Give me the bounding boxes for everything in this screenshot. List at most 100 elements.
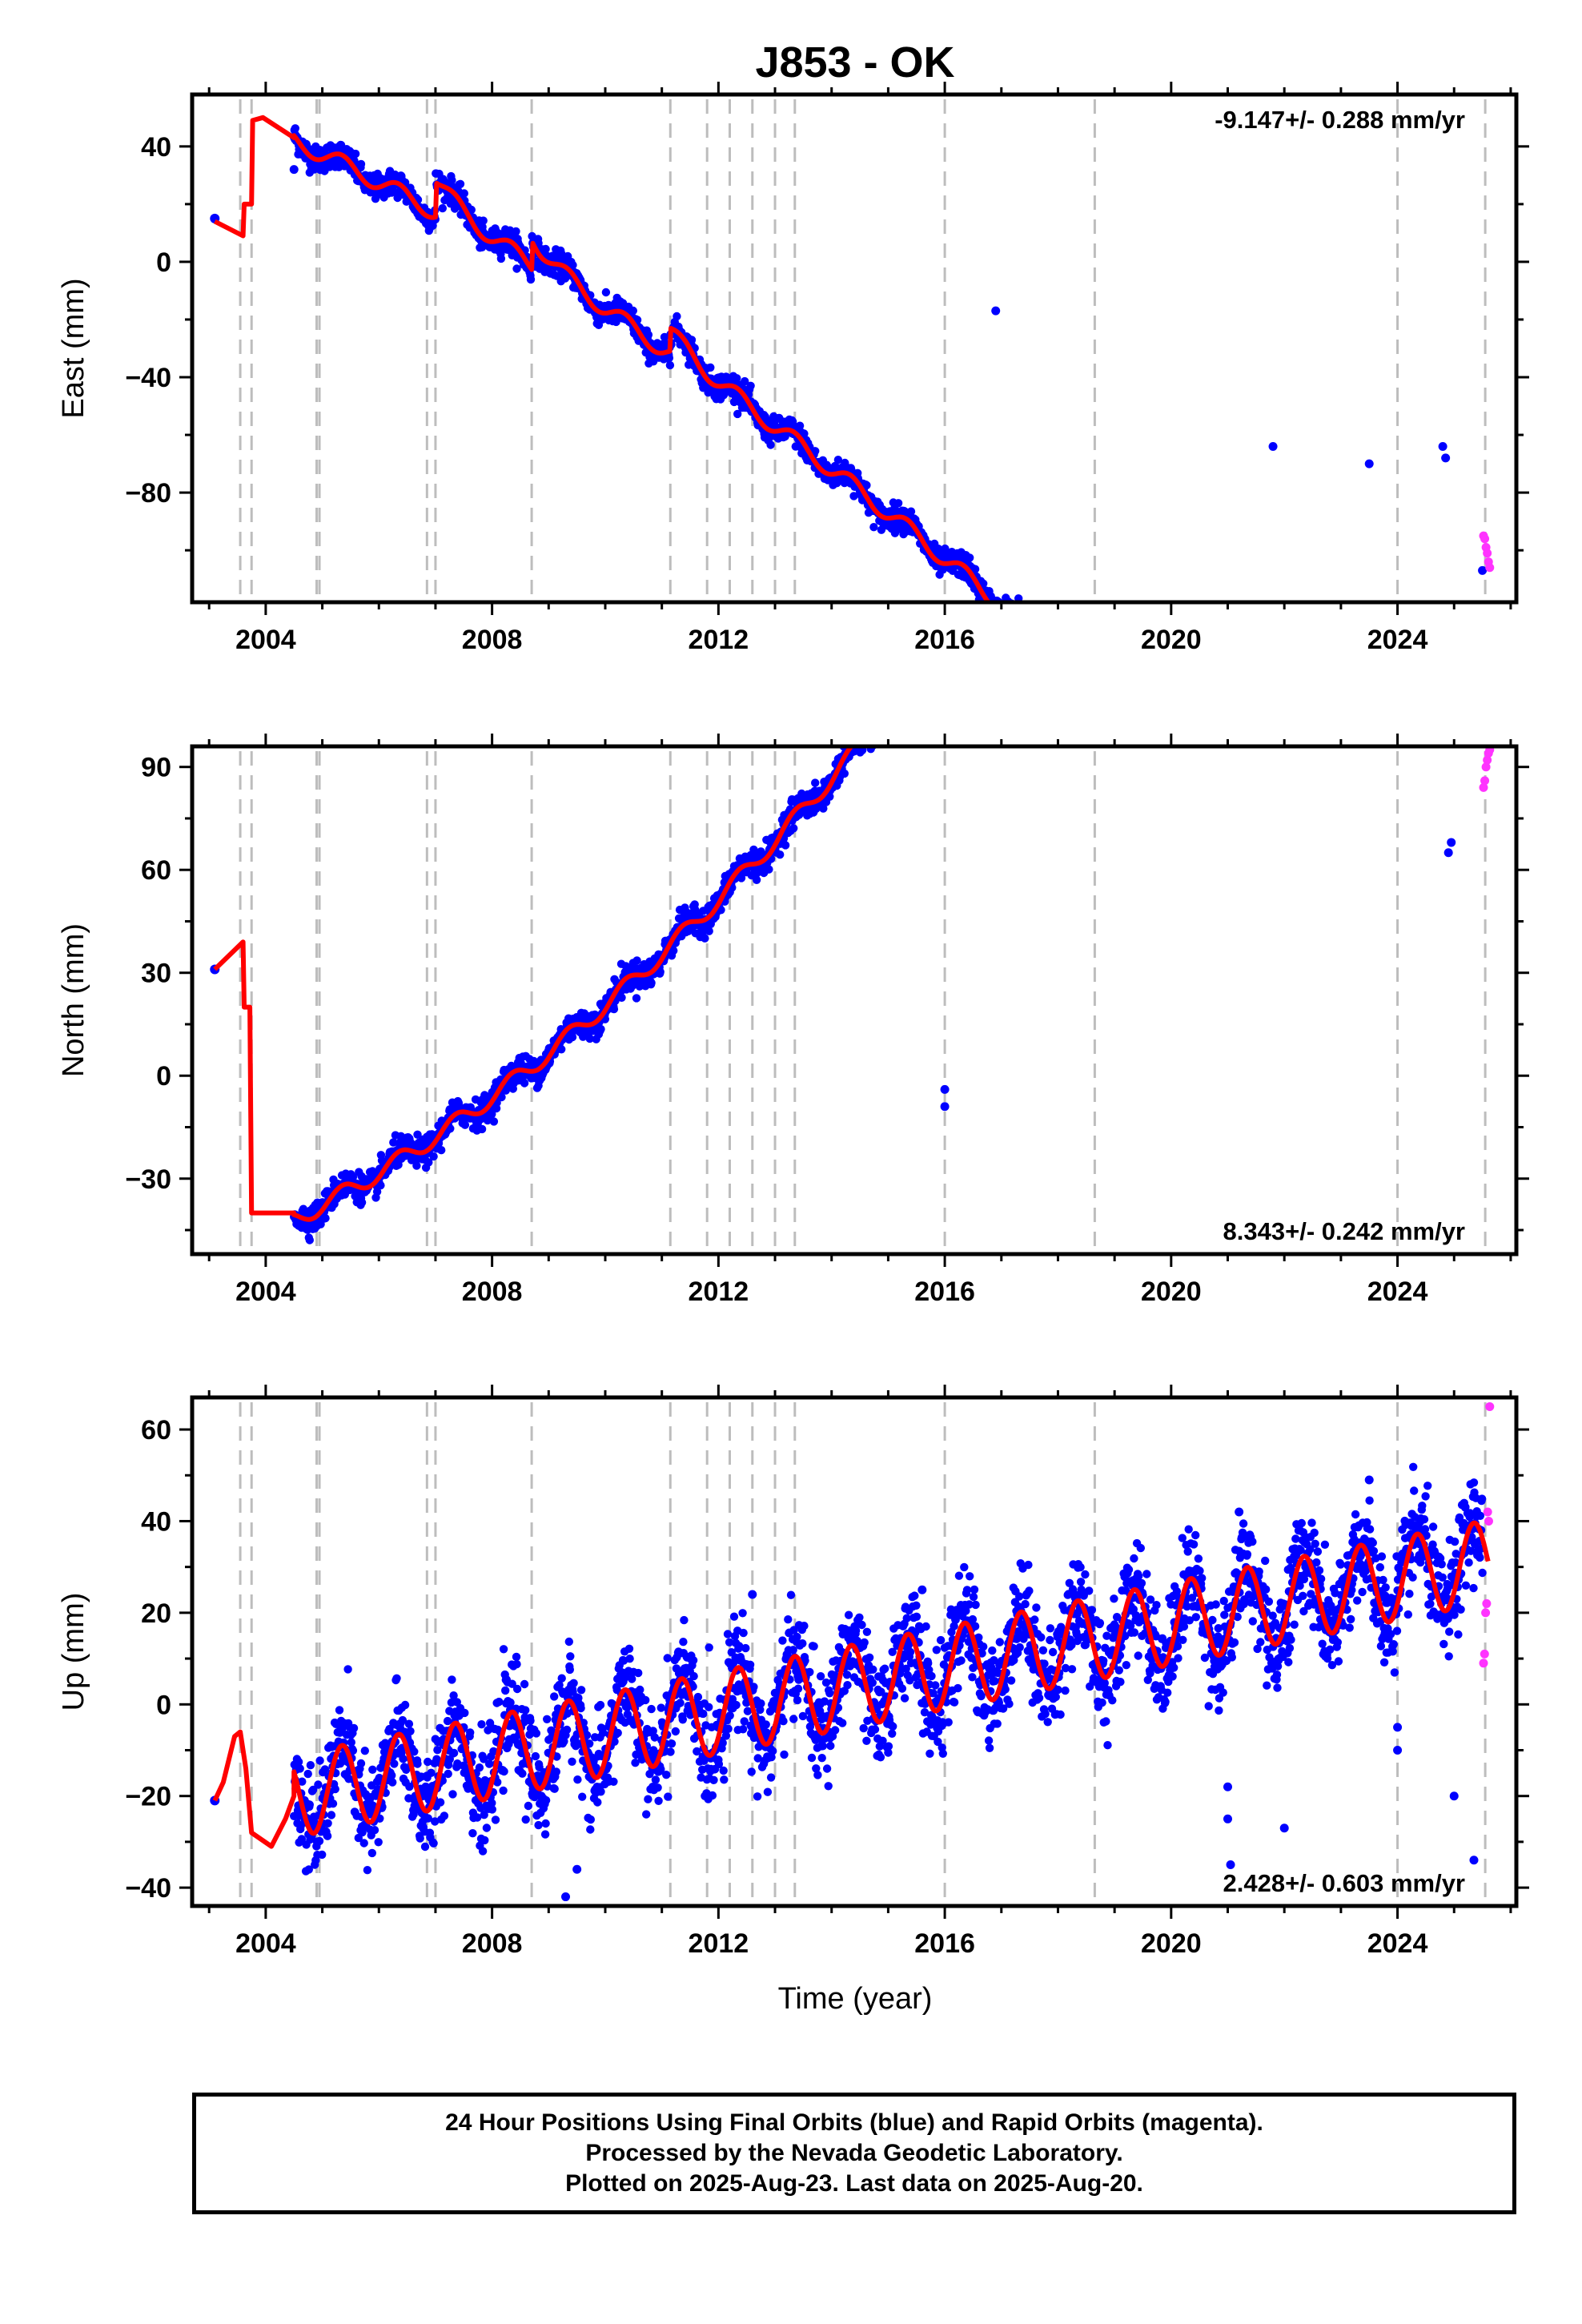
data-point: [1046, 649, 1054, 657]
data-point: [989, 579, 997, 587]
data-point: [1053, 665, 1061, 673]
data-point: [1367, 952, 1375, 960]
data-point: [1117, 706, 1125, 714]
data-point: [1239, 810, 1247, 818]
data-point: [1456, 1031, 1464, 1039]
data-point: [1319, 902, 1327, 910]
data-point: [1214, 806, 1222, 814]
data-point: [1163, 335, 1171, 343]
data-point: [1368, 953, 1376, 961]
data-point: [1351, 927, 1359, 935]
data-point: [844, 732, 852, 740]
data-point: [899, 687, 907, 695]
data-point: [840, 769, 849, 778]
data-point: [1422, 1004, 1430, 1012]
data-point: [424, 1158, 433, 1167]
data-point: [996, 569, 1004, 577]
data-point: [1008, 607, 1016, 615]
data-point: [1352, 939, 1360, 947]
data-point: [1147, 354, 1155, 362]
data-point: [1284, 858, 1292, 866]
data-point: [1207, 789, 1215, 797]
data-point: [1248, 826, 1256, 834]
data-point: [1038, 647, 1046, 655]
data-point: [1071, 651, 1079, 659]
data-point: [1272, 854, 1280, 862]
data-point: [1257, 842, 1265, 850]
data-point: [1086, 440, 1094, 448]
data-point: [865, 722, 873, 730]
data-point: [1109, 711, 1117, 719]
data-point: [1016, 530, 1024, 538]
data-point: [1370, 955, 1378, 963]
data-point: [1196, 773, 1204, 781]
data-point: [864, 730, 872, 738]
data-point: [1074, 460, 1082, 468]
data-point: [1058, 655, 1066, 663]
data-point: [1328, 904, 1336, 912]
data-point: [981, 604, 989, 612]
data-point: [1053, 649, 1061, 657]
data-point: [1122, 380, 1130, 388]
data-point: [1257, 840, 1265, 848]
data-point: [1383, 975, 1391, 983]
data-point: [999, 565, 1007, 573]
data-point: [1154, 340, 1162, 348]
data-point: [865, 735, 873, 743]
data-point: [1316, 899, 1324, 907]
data-point: [1002, 551, 1010, 559]
data-point: [1332, 939, 1340, 947]
data-point: [1122, 726, 1130, 734]
data-point: [1115, 709, 1123, 717]
data-point: [1335, 926, 1343, 934]
data-point: [1144, 721, 1152, 729]
data-point: [1102, 412, 1110, 420]
rapid-point: [1480, 534, 1490, 544]
data-point: [1468, 1059, 1476, 1067]
data-point: [885, 702, 893, 710]
data-point: [1135, 719, 1143, 727]
data-point: [1014, 539, 1022, 547]
data-point: [1178, 750, 1186, 758]
data-point: [1442, 1050, 1450, 1058]
data-point: [1082, 440, 1090, 448]
data-point: [1020, 529, 1028, 537]
data-point: [917, 661, 926, 669]
data-point: [1315, 895, 1323, 903]
data-point: [1146, 357, 1154, 365]
data-point: [1373, 959, 1381, 967]
data-point: [1215, 806, 1223, 814]
data-point: [1215, 802, 1223, 810]
data-point: [1340, 927, 1348, 935]
data-point: [1307, 875, 1315, 883]
data-point: [1040, 517, 1048, 525]
data-point: [1026, 515, 1034, 523]
data-point: [1111, 412, 1119, 420]
data-point: [1074, 669, 1082, 677]
data-point: [1123, 371, 1131, 379]
data-point: [1026, 626, 1034, 634]
data-point: [1174, 759, 1182, 767]
data-point: [1044, 653, 1052, 661]
data-point: [1090, 698, 1098, 706]
data-point: [1236, 807, 1244, 815]
data-point: [1279, 866, 1287, 875]
data-point: [916, 671, 924, 679]
data-point: [1308, 881, 1316, 889]
data-point: [1150, 352, 1158, 360]
data-point: [1097, 706, 1105, 714]
data-point: [1154, 750, 1162, 758]
data-point: [1133, 715, 1141, 723]
data-point: [1426, 1015, 1434, 1023]
data-point: [958, 605, 966, 613]
data-point: [1321, 905, 1329, 913]
data-point: [1468, 1051, 1476, 1059]
data-point: [849, 492, 858, 501]
data-point: [1442, 1043, 1450, 1051]
data-point: [1401, 989, 1409, 997]
data-point: [1166, 754, 1174, 762]
data-point: [1308, 896, 1316, 904]
data-point: [1462, 1048, 1470, 1056]
y-tick-label: 0: [156, 247, 171, 278]
data-point: [1005, 560, 1013, 568]
